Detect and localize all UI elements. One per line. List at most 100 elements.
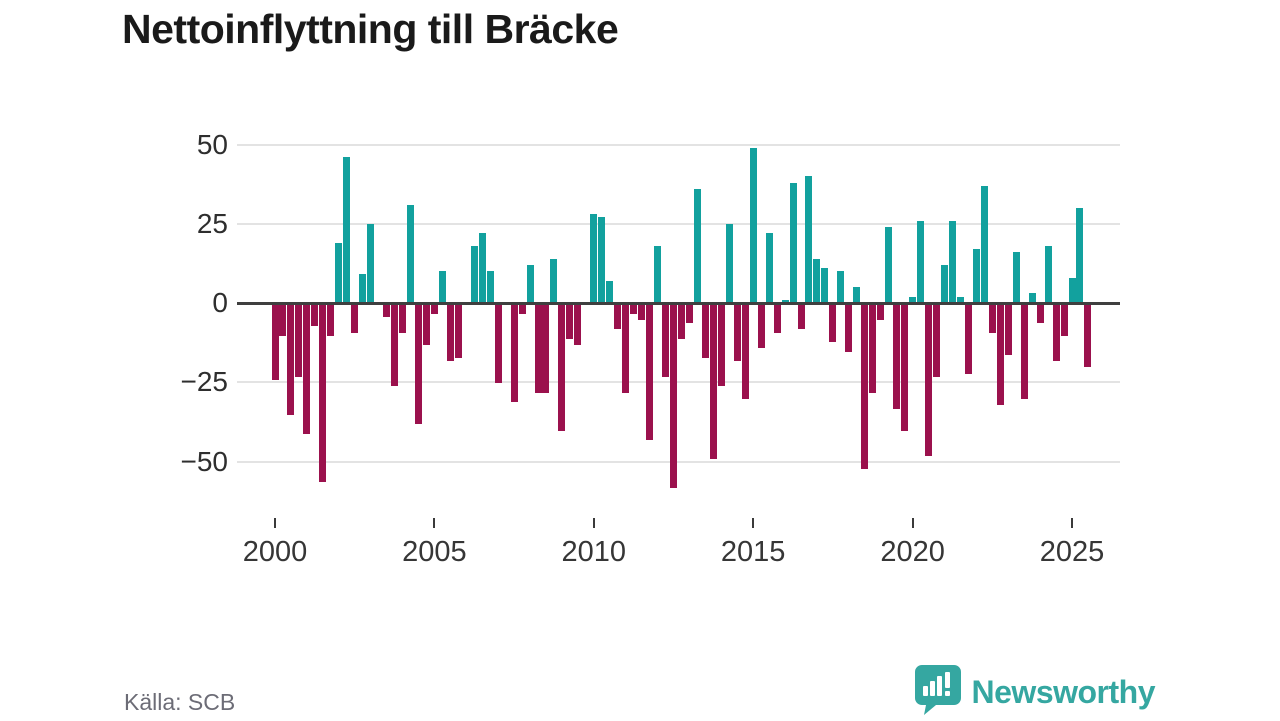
bar [964, 304, 972, 374]
bar [598, 217, 606, 303]
bar [486, 271, 494, 303]
gridline [237, 460, 1120, 463]
x-axis-tick-label: 2010 [561, 536, 627, 568]
y-axis-tick-label: 50 [196, 128, 228, 160]
bar [367, 223, 375, 303]
bar [972, 249, 980, 303]
x-axis-tick-mark [911, 518, 914, 528]
bar [1036, 304, 1044, 324]
bar [359, 274, 367, 303]
bar [717, 304, 725, 387]
x-axis-tick-mark [274, 518, 276, 528]
bar [765, 233, 773, 303]
bar [797, 304, 805, 330]
bar [988, 304, 996, 333]
bar [414, 304, 422, 425]
chart-title: Nettoinflyttning till Bräcke [122, 6, 619, 52]
bar [279, 304, 287, 336]
bar [877, 304, 885, 320]
bar [454, 304, 462, 358]
zero-axis-line [237, 302, 1120, 305]
x-axis-tick-label: 2015 [720, 536, 786, 568]
source-label: Källa: SCB [124, 689, 236, 715]
bar [622, 304, 630, 393]
bar [925, 304, 933, 457]
bar [757, 304, 765, 349]
bar [606, 280, 614, 303]
y-axis-tick-label: 0 [212, 287, 228, 318]
bar [343, 157, 351, 303]
bar [295, 304, 303, 377]
bar [789, 182, 797, 303]
logo-speech-bubble-icon [914, 664, 962, 721]
bar [813, 258, 821, 303]
bar [725, 223, 733, 303]
bar [1060, 304, 1068, 336]
x-axis-tick-mark [752, 518, 755, 528]
bar [861, 304, 869, 469]
bar [733, 304, 741, 362]
y-axis-tick-label: 25 [196, 207, 228, 239]
bar [869, 304, 877, 393]
bar [1052, 304, 1060, 362]
bar [853, 287, 861, 303]
bar [933, 304, 940, 377]
bar [749, 147, 757, 303]
y-axis-tick-label: −25 [180, 366, 229, 398]
bar [837, 271, 845, 303]
bar [1084, 304, 1092, 368]
gridline [237, 143, 1120, 146]
x-axis-tick-label: 2020 [880, 536, 945, 568]
bar [470, 245, 478, 303]
bar [1012, 252, 1020, 303]
bar [391, 304, 399, 387]
bar [406, 204, 414, 303]
bar [638, 304, 646, 320]
bar [996, 304, 1004, 406]
bar [335, 242, 343, 303]
bar [1068, 277, 1076, 303]
bar [956, 296, 964, 303]
x-axis-tick-mark [433, 518, 436, 528]
bar [614, 304, 622, 330]
bar [590, 214, 598, 303]
bar [885, 226, 893, 303]
bar [845, 304, 853, 352]
bar [781, 299, 789, 303]
bar [670, 304, 677, 488]
bar [829, 304, 837, 343]
bar [646, 304, 654, 441]
bar [654, 245, 662, 303]
bar [741, 304, 749, 400]
bar [901, 304, 909, 431]
bar [1028, 293, 1036, 303]
bar [510, 304, 518, 403]
bar [948, 220, 956, 303]
bar [701, 304, 709, 358]
bar [566, 304, 574, 339]
bar [526, 264, 534, 303]
bar [1076, 207, 1084, 303]
bar [821, 268, 829, 303]
newsworthy-logo: Newsworthy [914, 664, 1156, 721]
bar [917, 220, 925, 303]
bar [693, 188, 701, 303]
x-axis-tick-label: 2000 [242, 536, 308, 568]
y-axis-tick-label: −50 [180, 445, 229, 477]
bar [478, 233, 486, 303]
bar [980, 185, 988, 303]
x-axis-tick-mark [1071, 518, 1073, 528]
bar [438, 271, 446, 303]
bar [430, 304, 438, 314]
bar [422, 304, 430, 346]
bar [518, 304, 526, 314]
bar [1020, 304, 1028, 400]
bar [662, 304, 670, 377]
x-axis-tick-mark [592, 518, 595, 528]
bar [685, 304, 693, 324]
bar [319, 304, 327, 482]
bar [677, 304, 685, 339]
bar [271, 304, 279, 381]
bar [940, 264, 948, 303]
